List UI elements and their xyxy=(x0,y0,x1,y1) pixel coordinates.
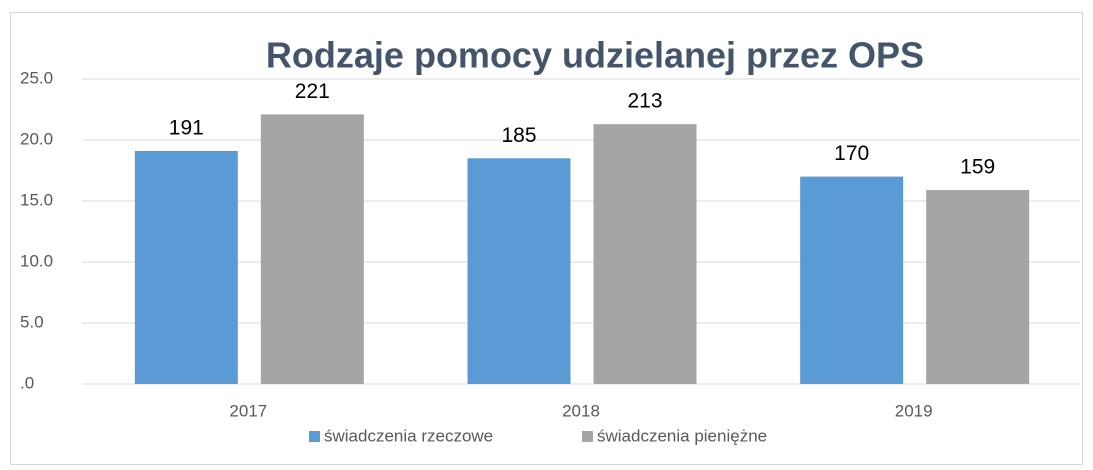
bar xyxy=(926,190,1030,384)
data-label: 170 xyxy=(834,142,869,165)
legend-label: świadczenia rzeczowe xyxy=(324,426,493,445)
data-label: 185 xyxy=(501,124,536,147)
bar xyxy=(134,150,238,384)
legend-swatch xyxy=(582,431,593,442)
bar xyxy=(800,176,904,384)
bar xyxy=(467,158,571,384)
chart-title: Rodzaje pomocy udzielanej przez OPS xyxy=(266,35,924,76)
x-tick-label: 2019 xyxy=(895,401,933,420)
data-label: 213 xyxy=(627,90,662,113)
legend-swatch xyxy=(309,431,320,442)
data-label: 159 xyxy=(960,156,995,179)
bar xyxy=(260,114,364,384)
y-tick-label: 15.0 xyxy=(20,190,53,209)
y-tick-label: 25.0 xyxy=(20,68,53,87)
y-tick-label: 20.0 xyxy=(20,129,53,148)
x-tick-label: 2018 xyxy=(562,401,600,420)
data-label: 191 xyxy=(169,117,204,140)
y-tick-label: 10.0 xyxy=(20,251,53,270)
data-label: 221 xyxy=(295,80,330,103)
x-tick-label: 2017 xyxy=(229,401,267,420)
y-tick-label: 5.0 xyxy=(20,312,44,331)
bar xyxy=(593,124,697,384)
legend-label: świadczenia pieniężne xyxy=(597,426,767,445)
y-tick-label: .0 xyxy=(20,373,34,392)
